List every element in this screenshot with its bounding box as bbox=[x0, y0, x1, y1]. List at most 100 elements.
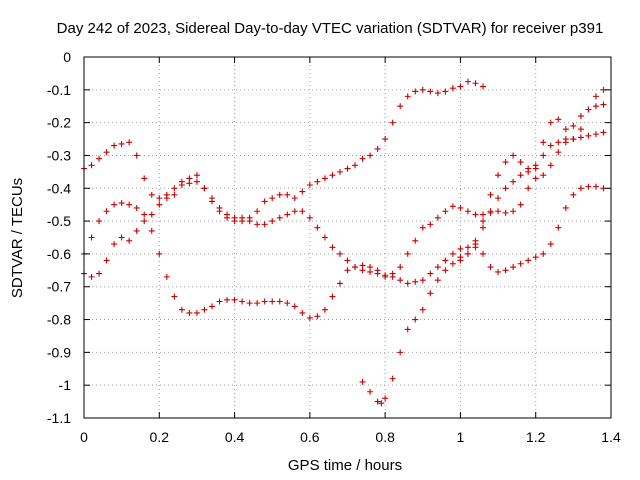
data-point bbox=[193, 172, 200, 179]
data-point bbox=[419, 277, 426, 284]
data-point bbox=[502, 159, 509, 166]
data-point bbox=[464, 250, 471, 257]
data-point bbox=[472, 244, 479, 251]
data-point bbox=[547, 162, 554, 169]
data-point bbox=[246, 300, 253, 307]
series-track-c bbox=[81, 129, 607, 280]
series-track-e bbox=[457, 86, 607, 264]
data-point bbox=[434, 264, 441, 271]
data-point bbox=[216, 298, 223, 305]
y-tick-label: -0.5 bbox=[47, 213, 71, 229]
data-point bbox=[103, 149, 110, 156]
data-point bbox=[329, 244, 336, 251]
data-point bbox=[397, 264, 404, 271]
data-point bbox=[382, 136, 389, 143]
data-point bbox=[457, 204, 464, 211]
data-point bbox=[457, 83, 464, 90]
y-tick-label: -0.3 bbox=[47, 147, 71, 163]
y-tick-label: -0.7 bbox=[47, 279, 71, 295]
x-tick-label: 1 bbox=[457, 429, 465, 445]
data-point bbox=[532, 254, 539, 261]
data-point bbox=[532, 162, 539, 169]
data-point bbox=[442, 88, 449, 95]
data-point bbox=[540, 139, 547, 146]
data-point bbox=[442, 257, 449, 264]
data-point bbox=[577, 113, 584, 120]
data-point bbox=[532, 175, 539, 182]
data-point bbox=[314, 224, 321, 231]
x-tick-label: 0.4 bbox=[225, 429, 245, 445]
data-point bbox=[480, 83, 487, 90]
data-point bbox=[299, 208, 306, 215]
data-point bbox=[148, 211, 155, 218]
data-point bbox=[254, 221, 261, 228]
data-point bbox=[171, 191, 178, 198]
data-point bbox=[352, 264, 359, 271]
data-point bbox=[141, 175, 148, 182]
data-point bbox=[367, 152, 374, 159]
data-point bbox=[472, 237, 479, 244]
data-point bbox=[419, 224, 426, 231]
data-point bbox=[269, 218, 276, 225]
data-point bbox=[378, 400, 385, 407]
data-point bbox=[412, 88, 419, 95]
data-point bbox=[88, 162, 95, 169]
data-point bbox=[103, 208, 110, 215]
data-point bbox=[231, 214, 238, 221]
data-point bbox=[111, 241, 118, 248]
data-point bbox=[389, 119, 396, 126]
data-point bbox=[156, 195, 163, 202]
data-point bbox=[419, 306, 426, 313]
data-point bbox=[517, 172, 524, 179]
data-point bbox=[239, 298, 246, 305]
data-point bbox=[502, 185, 509, 192]
data-point bbox=[276, 214, 283, 221]
data-point bbox=[592, 183, 599, 190]
data-point bbox=[344, 257, 351, 264]
data-point bbox=[359, 378, 366, 385]
data-point bbox=[495, 268, 502, 275]
data-point bbox=[600, 129, 607, 136]
data-point bbox=[570, 136, 577, 143]
data-point bbox=[517, 260, 524, 267]
data-point bbox=[96, 155, 103, 162]
data-point bbox=[276, 298, 283, 305]
data-point bbox=[314, 313, 321, 320]
y-tick-label: -1.1 bbox=[47, 410, 71, 426]
data-point bbox=[141, 218, 148, 225]
data-point bbox=[254, 300, 261, 307]
data-point bbox=[585, 183, 592, 190]
data-point bbox=[344, 165, 351, 172]
data-point bbox=[111, 142, 118, 149]
data-point bbox=[186, 309, 193, 316]
data-point bbox=[510, 178, 517, 185]
data-point bbox=[321, 234, 328, 241]
data-point bbox=[314, 178, 321, 185]
data-point bbox=[336, 250, 343, 257]
data-point bbox=[246, 218, 253, 225]
data-point bbox=[510, 264, 517, 271]
data-point bbox=[374, 145, 381, 152]
x-tick-label: 1.2 bbox=[526, 429, 546, 445]
data-point bbox=[449, 203, 456, 210]
data-point bbox=[517, 201, 524, 208]
data-point bbox=[449, 85, 456, 92]
y-tick-label: -0.1 bbox=[47, 82, 71, 98]
data-point bbox=[382, 273, 389, 280]
data-point bbox=[495, 172, 502, 179]
data-point bbox=[284, 300, 291, 307]
data-point bbox=[442, 208, 449, 215]
data-point bbox=[480, 224, 487, 231]
data-point bbox=[186, 180, 193, 187]
data-point bbox=[434, 214, 441, 221]
data-point bbox=[464, 244, 471, 251]
data-point bbox=[171, 293, 178, 300]
data-point bbox=[427, 221, 434, 228]
data-point bbox=[171, 185, 178, 192]
data-point bbox=[540, 172, 547, 179]
data-point bbox=[434, 277, 441, 284]
data-point bbox=[291, 195, 298, 202]
data-point bbox=[592, 103, 599, 110]
data-point bbox=[404, 280, 411, 287]
